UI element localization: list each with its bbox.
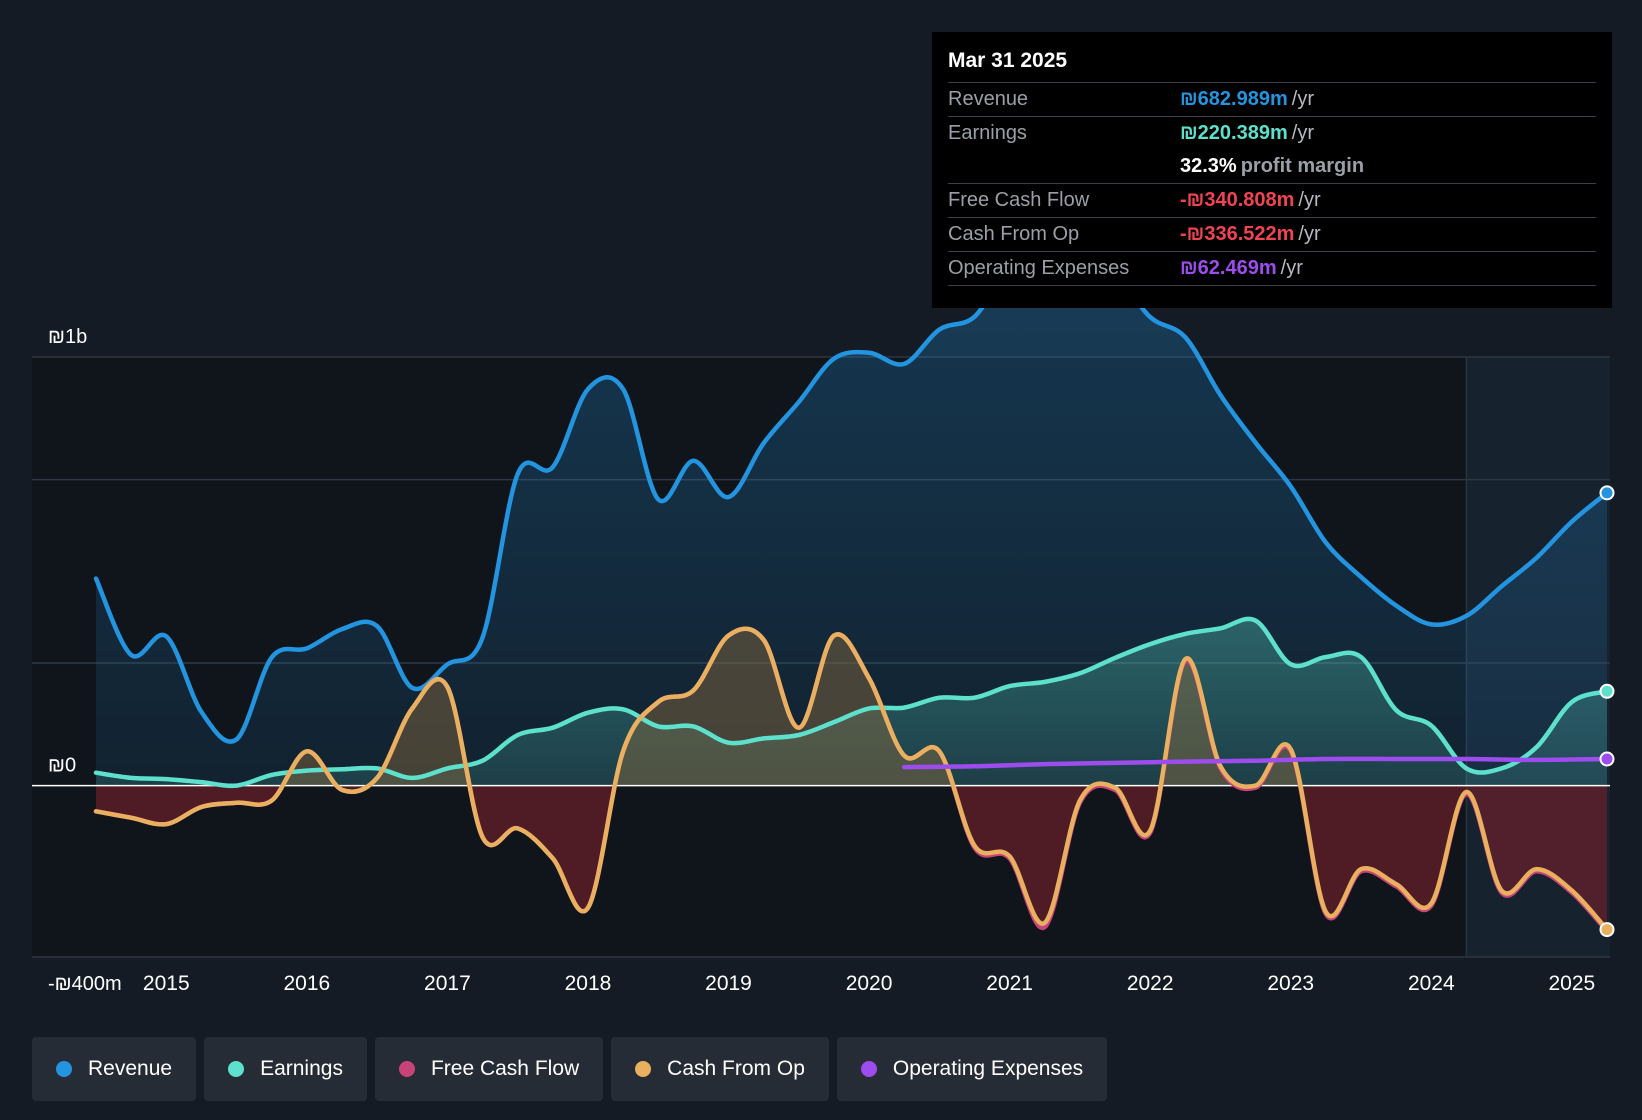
x-tick-label-2019: 2019: [705, 972, 752, 995]
legend-item-opex[interactable]: Operating Expenses: [836, 1037, 1108, 1101]
x-tick-label-2022: 2022: [1127, 972, 1174, 995]
x-tick-label-2016: 2016: [283, 972, 330, 995]
cash-positive-area: [96, 628, 1607, 786]
tooltip-row-margin: 32.3% profit margin: [948, 150, 1596, 183]
tooltip-row-revenue: Revenue ₪682.989m/yr: [948, 82, 1596, 116]
earnings-end-point: [1599, 683, 1615, 699]
tooltip-fcf-label: Free Cash Flow: [948, 189, 1090, 211]
tooltip-margin-value: 32.3%: [1180, 155, 1237, 177]
legend-label-fcf: Free Cash Flow: [430, 1057, 580, 1080]
tooltip-date: Mar 31 2025: [948, 49, 1068, 72]
legend-label-cfo: Cash From Op: [667, 1057, 805, 1080]
tooltip-earnings-unit: /yr: [1291, 122, 1314, 144]
legend-item-cfo[interactable]: Cash From Op: [611, 1037, 829, 1101]
legend-dot-fcf-icon: [398, 1061, 415, 1077]
tooltip-opex-amount: ₪62.469m: [1180, 257, 1277, 279]
tooltip-fcf-unit: /yr: [1298, 189, 1321, 211]
tooltip-cfo-unit: /yr: [1298, 223, 1321, 245]
tooltip-earnings-value: ₪220.389m/yr: [1180, 117, 1314, 150]
earnings-area: [96, 618, 1607, 786]
x-tick-label-2018: 2018: [565, 972, 612, 995]
cfo-end-point: [1599, 922, 1615, 938]
legend-item-fcf[interactable]: Free Cash Flow: [374, 1037, 604, 1101]
tooltip-cfo-amount: -₪336.522m: [1180, 223, 1295, 245]
y-tick-label-1: ₪0: [48, 755, 76, 777]
tooltip-revenue-value: ₪682.989m/yr: [1180, 83, 1314, 116]
legend: Revenue Earnings Free Cash Flow Cash Fro…: [32, 1037, 1108, 1101]
y-tick-label-2: -₪400m: [48, 973, 122, 995]
tooltip-revenue-unit: /yr: [1291, 88, 1314, 110]
x-tick-label-2017: 2017: [424, 972, 471, 995]
tooltip-fcf-amount: -₪340.808m: [1180, 189, 1295, 211]
x-tick-label-2025: 2025: [1549, 972, 1596, 995]
tooltip-row-opex: Operating Expenses ₪62.469m/yr: [948, 251, 1596, 286]
legend-dot-earnings-icon: [228, 1061, 245, 1077]
tooltip-panel: Mar 31 2025 Revenue ₪682.989m/yr Earning…: [932, 32, 1612, 308]
opex-line: [901, 756, 1610, 770]
tooltip-row-earnings: Earnings ₪220.389m/yr: [948, 116, 1596, 150]
legend-dot-revenue-icon: [56, 1061, 72, 1077]
tooltip-earnings-label: Earnings: [948, 122, 1027, 144]
tooltip-cfo-value: -₪336.522m/yr: [1180, 218, 1321, 251]
legend-dot-opex-icon: [860, 1061, 877, 1077]
earnings-line: [93, 616, 1610, 789]
legend-label-revenue: Revenue: [88, 1057, 173, 1080]
tooltip-row-cfo: Cash From Op -₪336.522m/yr: [948, 217, 1596, 251]
tooltip-margin: 32.3% profit margin: [1180, 150, 1364, 183]
tooltip-earnings-amount: ₪220.389m: [1180, 122, 1288, 144]
revenue-end-point: [1599, 485, 1615, 501]
cash-negative-area: [96, 785, 1607, 932]
tooltip-revenue-label: Revenue: [948, 88, 1029, 110]
tooltip-margin-text: profit margin: [1240, 155, 1365, 177]
opex-end-point: [1599, 751, 1615, 767]
tooltip-fcf-value: -₪340.808m/yr: [1180, 184, 1321, 217]
legend-dot-cfo-icon: [635, 1061, 652, 1077]
legend-label-opex: Operating Expenses: [892, 1057, 1084, 1080]
tooltip-row-fcf: Free Cash Flow -₪340.808m/yr: [948, 183, 1596, 217]
legend-item-earnings[interactable]: Earnings: [204, 1037, 367, 1101]
legend-item-revenue[interactable]: Revenue: [32, 1037, 197, 1101]
tooltip-opex-label: Operating Expenses: [948, 257, 1130, 279]
cfo-line: [93, 626, 1610, 932]
revenue-line: [93, 244, 1610, 744]
tooltip-cfo-label: Cash From Op: [948, 223, 1080, 245]
x-tick-label-2021: 2021: [986, 972, 1033, 995]
tooltip-opex-unit: /yr: [1280, 257, 1303, 279]
x-tick-label-2023: 2023: [1267, 972, 1314, 995]
y-tick-label-0: ₪1b: [48, 326, 87, 348]
tooltip-opex-value: ₪62.469m/yr: [1180, 252, 1303, 285]
x-tick-label-2020: 2020: [846, 972, 893, 995]
x-tick-label-2015: 2015: [143, 972, 190, 995]
legend-label-earnings: Earnings: [260, 1057, 343, 1080]
x-tick-label-2024: 2024: [1408, 972, 1455, 995]
tooltip-revenue-amount: ₪682.989m: [1180, 88, 1288, 110]
